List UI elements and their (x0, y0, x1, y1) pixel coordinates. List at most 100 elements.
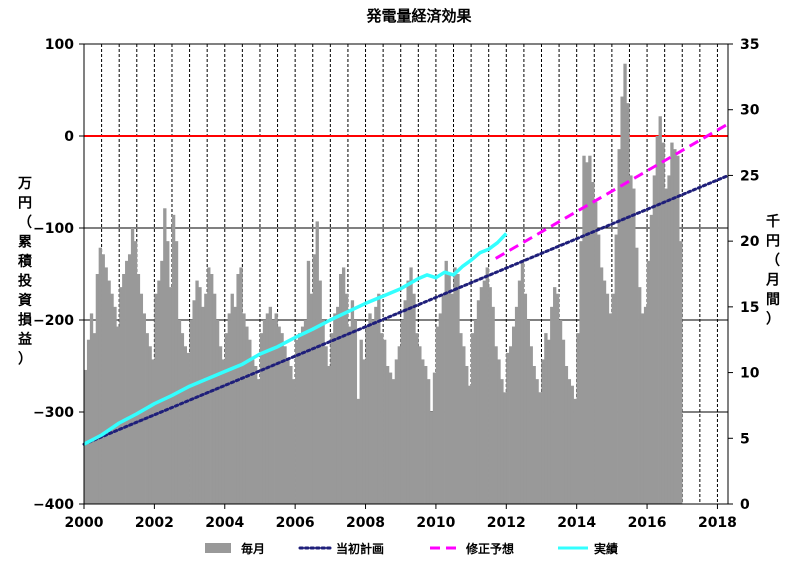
monthly-bar (344, 293, 349, 504)
monthly-bar (646, 260, 651, 504)
monthly-bar (614, 234, 618, 505)
monthly-bar (104, 267, 108, 504)
monthly-bar (561, 339, 566, 504)
monthly-bar (189, 320, 193, 504)
monthly-bar (553, 287, 557, 504)
monthly-bar (576, 333, 580, 504)
right-axis-label-char: 千 (766, 213, 780, 230)
monthly-bar (119, 287, 123, 504)
monthly-bar (676, 155, 680, 504)
monthly-bar (468, 385, 472, 504)
monthly-bar (271, 320, 275, 504)
monthly-bar (649, 214, 654, 504)
monthly-bar (462, 346, 466, 504)
monthly-bar (362, 359, 366, 504)
monthly-bar (447, 274, 451, 504)
monthly-bar (491, 306, 495, 504)
monthly-bar (347, 326, 352, 504)
monthly-bar (465, 366, 469, 504)
monthly-bar (295, 339, 299, 504)
monthly-bar (406, 280, 410, 504)
monthly-bar (101, 254, 105, 504)
monthly-bar (341, 267, 346, 504)
monthly-bar (333, 313, 337, 504)
monthly-bar (303, 320, 308, 504)
right-axis-label-char: 間 (766, 292, 780, 308)
right-tick-label: 25 (740, 168, 759, 184)
monthly-bar (555, 293, 560, 504)
monthly-bar (116, 326, 120, 504)
monthly-bar (218, 346, 223, 504)
monthly-bar (183, 346, 188, 504)
monthly-bar (125, 260, 129, 504)
monthly-bar (664, 188, 668, 505)
left-axis-ticks: 100 0 −100 −200 −300 −400 (33, 37, 84, 513)
left-tick-label: 100 (45, 37, 74, 53)
monthly-bar (207, 267, 211, 504)
monthly-bar (86, 339, 91, 504)
monthly-bar (640, 313, 645, 504)
monthly-bar (133, 241, 138, 504)
monthly-bar (670, 142, 674, 505)
monthly-bar (485, 267, 489, 504)
monthly-bar (421, 359, 425, 504)
monthly-bar (139, 293, 144, 504)
monthly-bar (567, 379, 572, 504)
x-tick-label: 2004 (205, 515, 244, 531)
left-axis-label-char: ） (18, 352, 32, 368)
monthly-bar (444, 260, 448, 504)
monthly-bar (130, 228, 135, 504)
monthly-bar (643, 306, 648, 504)
monthly-bar (626, 103, 630, 505)
monthly-bar (497, 359, 501, 504)
series-lines (82, 122, 730, 446)
monthly-bar (611, 293, 615, 504)
x-tick-label: 2016 (628, 515, 667, 531)
monthly-bar (300, 326, 305, 504)
monthly-bar (339, 274, 343, 504)
monthly-bar (412, 293, 416, 504)
monthly-bar (248, 339, 252, 504)
monthly-bar (350, 300, 355, 504)
monthly-bar (426, 379, 431, 504)
monthly-bar (409, 267, 413, 504)
monthly-bar (262, 320, 267, 504)
legend-label: 当初計画 (336, 541, 384, 556)
monthly-bar (632, 188, 636, 505)
legend: 毎月 当初計画 修正予想 実績 (205, 541, 618, 556)
monthly-bar (582, 155, 586, 504)
monthly-bar (385, 366, 390, 504)
monthly-bar (353, 320, 358, 504)
monthly-bar (517, 280, 522, 504)
left-axis-label-char: 益 (18, 331, 32, 348)
monthly-bar (638, 287, 642, 504)
monthly-bar (204, 293, 208, 504)
monthly-bar (122, 274, 126, 504)
left-axis-label-char: 投 (18, 274, 32, 290)
monthly-bar (242, 313, 246, 504)
monthly-bar (277, 326, 281, 504)
monthly-bar (251, 359, 255, 504)
left-tick-label: −200 (33, 313, 74, 329)
monthly-bar (629, 175, 633, 504)
right-axis-label-char: 月 (765, 273, 780, 289)
left-tick-label: 0 (64, 129, 74, 145)
monthly-bars (84, 63, 683, 505)
monthly-bar (617, 149, 621, 504)
monthly-bar (98, 247, 102, 504)
monthly-bar (230, 293, 234, 504)
monthly-bar (286, 359, 290, 504)
monthly-bar (227, 313, 231, 504)
monthly-bar (558, 320, 563, 504)
monthly-bar (526, 320, 530, 504)
right-tick-label: 5 (740, 431, 750, 447)
monthly-bar (171, 214, 176, 504)
monthly-bar (151, 359, 155, 504)
legend-swatch-bar (205, 543, 231, 553)
monthly-bar (84, 369, 88, 504)
monthly-bar (148, 346, 152, 504)
x-tick-label: 2010 (416, 515, 455, 531)
monthly-bar (473, 320, 478, 504)
monthly-bar (166, 241, 170, 504)
